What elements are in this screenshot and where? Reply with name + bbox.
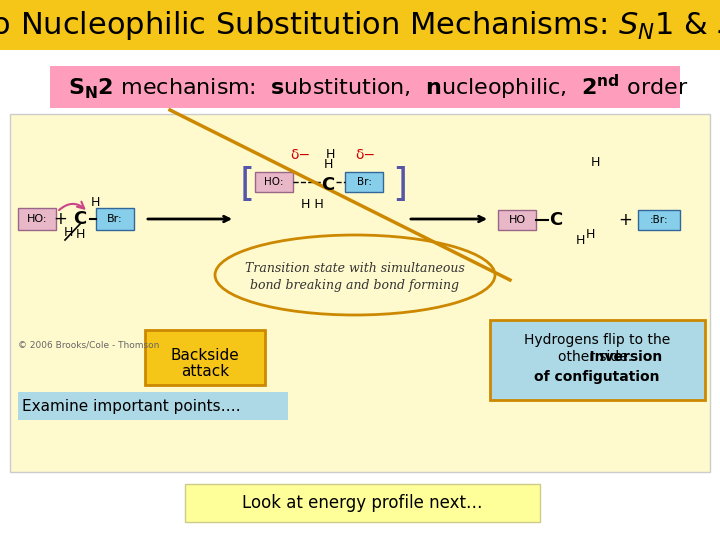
Bar [345, 172, 383, 192]
Bar [185, 484, 540, 522]
Text: H: H [90, 195, 99, 208]
Bar [0, 0, 720, 50]
Text: H: H [323, 159, 333, 172]
Text: +: + [53, 210, 67, 228]
Text: HO:: HO: [27, 214, 48, 224]
Bar [18, 392, 288, 420]
Text: H: H [76, 228, 85, 241]
Text: +: + [618, 211, 632, 229]
Text: H: H [325, 148, 335, 161]
Text: δ−: δ− [355, 148, 375, 162]
Text: ]: ] [392, 166, 408, 204]
Text: HO:: HO: [264, 177, 284, 187]
Text: δ−: δ− [290, 148, 310, 162]
Text: :Br:: :Br: [649, 215, 668, 225]
Text: H: H [575, 233, 585, 246]
Text: HO: HO [508, 215, 526, 225]
Bar [145, 330, 265, 385]
Bar [50, 66, 680, 108]
Bar [255, 172, 293, 192]
Text: other side.: other side. [558, 350, 636, 364]
Bar [498, 210, 536, 230]
Bar [638, 210, 680, 230]
Bar [18, 208, 56, 230]
Text: Br:: Br: [356, 177, 372, 187]
Text: C: C [549, 211, 562, 229]
Ellipse shape [215, 235, 495, 315]
Text: attack: attack [181, 364, 229, 380]
Text: Inversion: Inversion [531, 350, 662, 364]
Text: H: H [590, 156, 600, 168]
Bar [490, 320, 705, 400]
Text: H: H [63, 226, 73, 239]
Text: of configutation: of configutation [534, 370, 660, 384]
Text: C: C [321, 176, 335, 194]
FancyArrowPatch shape [59, 201, 84, 210]
Text: bond breaking and bond forming: bond breaking and bond forming [251, 279, 459, 292]
Text: Two Nucleophilic Substitution Mechanisms: $S_N$1 & $S_N$2: Two Nucleophilic Substitution Mechanisms… [0, 9, 720, 42]
Text: H H: H H [301, 199, 323, 212]
Text: C: C [73, 210, 86, 228]
Text: Backside: Backside [171, 348, 239, 362]
Text: Look at energy profile next…: Look at energy profile next… [242, 494, 482, 512]
Bar [10, 114, 710, 472]
Text: $\bf{S_N}$$\bf{2}$ mechanism:  $\bf{s}$ubstitution,  $\bf{n}$ucleophilic,  $\bf{: $\bf{S_N}$$\bf{2}$ mechanism: $\bf{s}$ub… [68, 72, 688, 102]
Text: Hydrogens flip to the: Hydrogens flip to the [524, 333, 670, 347]
Text: Br:: Br: [107, 214, 123, 224]
Text: [: [ [239, 166, 255, 204]
Text: Transition state with simultaneous: Transition state with simultaneous [245, 261, 465, 274]
Text: © 2006 Brooks/Cole - Thomson: © 2006 Brooks/Cole - Thomson [18, 341, 159, 349]
Text: Examine important points….: Examine important points…. [22, 399, 240, 414]
Text: H: H [585, 227, 595, 240]
Bar [96, 208, 134, 230]
